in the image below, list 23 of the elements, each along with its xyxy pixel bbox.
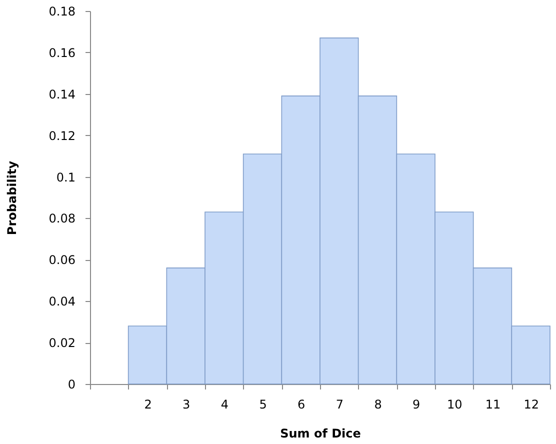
x-tick-label: 9 (412, 398, 420, 412)
y-tick-label: 0.16 (48, 46, 76, 60)
x-tick-label: 5 (259, 398, 267, 412)
y-tick-label: 0.02 (48, 336, 76, 350)
y-tick-label: 0.12 (48, 128, 76, 143)
y-tick-label: 0.06 (48, 253, 76, 268)
x-tick-label: 7 (336, 398, 344, 412)
x-tick-label: 8 (374, 398, 382, 412)
y-tick-label: 0.1 (56, 170, 76, 184)
x-tick-label: 3 (182, 398, 190, 412)
x-tick-label: 6 (298, 398, 306, 412)
x-axis-title: Sum of Dice (280, 426, 361, 440)
y-axis-title: Probability (4, 160, 19, 236)
y-tick-label: 0.18 (48, 4, 76, 18)
y-tick-label: 0 (68, 378, 76, 392)
x-tick-label: 10 (447, 398, 462, 412)
y-tick-label: 0.14 (48, 87, 76, 102)
x-tick-label: 11 (485, 398, 501, 412)
y-tick-label: 0.04 (48, 294, 76, 309)
x-tick-label: 12 (524, 398, 539, 412)
x-tick-label: 4 (220, 398, 228, 412)
y-tick-label: 0.08 (48, 212, 76, 226)
x-tick-label: 2 (144, 398, 152, 412)
